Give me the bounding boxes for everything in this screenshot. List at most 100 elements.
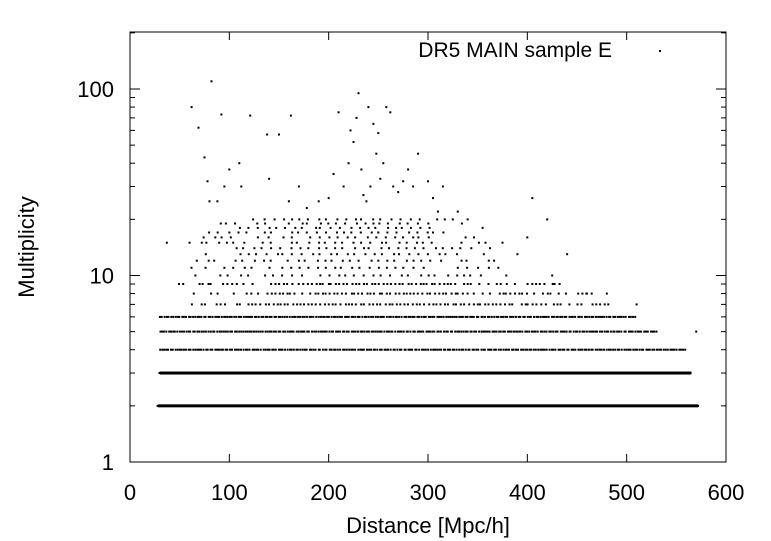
data-point — [442, 292, 445, 295]
data-point — [436, 330, 439, 333]
data-point — [216, 200, 219, 203]
data-point — [269, 241, 272, 244]
data-point — [475, 330, 478, 333]
data-point — [353, 253, 356, 256]
data-point — [233, 348, 236, 351]
data-point — [466, 292, 469, 295]
data-point — [417, 236, 420, 239]
data-point — [226, 348, 229, 351]
data-point — [298, 218, 301, 221]
data-point — [344, 222, 347, 225]
data-point — [300, 253, 303, 256]
data-point — [362, 303, 365, 306]
data-point — [531, 303, 534, 306]
data-point — [554, 348, 557, 351]
data-point — [510, 330, 513, 333]
data-point — [623, 330, 626, 333]
data-point — [336, 315, 339, 318]
data-point — [539, 315, 542, 318]
data-point — [539, 330, 542, 333]
data-point — [218, 348, 220, 351]
data-point — [410, 283, 413, 285]
data-point — [618, 315, 621, 318]
data-point — [385, 315, 388, 318]
data-point — [378, 330, 381, 333]
data-point — [372, 303, 375, 306]
data-point — [384, 348, 387, 351]
data-point — [509, 315, 512, 318]
data-point — [398, 222, 401, 225]
data-point — [576, 303, 579, 306]
data-point — [242, 247, 245, 250]
data-point — [352, 274, 355, 277]
data-point — [599, 303, 602, 306]
data-point — [334, 348, 337, 351]
data-point — [251, 315, 253, 318]
data-point — [257, 315, 260, 318]
data-point — [316, 259, 319, 262]
data-point — [487, 303, 490, 306]
data-point — [616, 315, 619, 318]
data-point — [328, 330, 331, 333]
data-point — [423, 315, 425, 318]
data-point — [495, 330, 498, 333]
data-point — [253, 247, 256, 250]
data-point — [439, 330, 442, 333]
data-point — [183, 330, 186, 333]
data-point — [204, 330, 207, 333]
data-point — [189, 348, 192, 351]
data-point — [324, 259, 327, 262]
data-point — [279, 247, 282, 250]
data-point — [290, 247, 293, 250]
data-point — [427, 348, 430, 351]
data-point — [436, 348, 439, 351]
data-point — [456, 210, 459, 213]
data-point — [398, 292, 401, 295]
data-point — [374, 330, 377, 333]
data-point — [478, 330, 481, 333]
data-point — [422, 247, 425, 250]
data-point — [278, 133, 280, 136]
data-point — [374, 226, 377, 229]
data-point — [506, 330, 509, 333]
data-point — [230, 315, 233, 318]
data-point — [308, 241, 311, 244]
data-point — [444, 303, 446, 306]
data-point — [486, 315, 489, 318]
data-point — [243, 266, 246, 269]
data-point — [432, 303, 435, 306]
data-point — [426, 292, 429, 295]
data-point — [311, 330, 313, 333]
data-point — [426, 231, 429, 234]
data-point — [356, 222, 358, 225]
data-point — [343, 231, 345, 234]
data-point — [417, 152, 420, 155]
data-point — [383, 330, 386, 333]
data-point — [563, 315, 566, 318]
data-point — [682, 348, 684, 351]
data-point — [256, 236, 259, 239]
axis-tick-labels: 0 100 200 300 400 500 600 1 10 100 — [77, 77, 744, 505]
data-point — [397, 247, 400, 250]
data-point — [279, 315, 282, 318]
data-point — [458, 348, 461, 351]
data-point — [334, 241, 337, 244]
data-point — [372, 218, 375, 221]
data-point — [440, 259, 443, 262]
data-point — [546, 292, 549, 295]
data-point — [251, 303, 254, 306]
data-point — [198, 283, 201, 285]
data-point — [290, 253, 293, 256]
data-point — [306, 283, 309, 285]
data-point — [557, 292, 560, 295]
data-point — [238, 226, 241, 229]
data-point — [433, 283, 436, 285]
data-point — [512, 348, 515, 351]
data-point — [495, 283, 498, 285]
data-point — [557, 348, 560, 351]
data-point — [603, 315, 606, 318]
data-point — [380, 330, 383, 333]
data-point — [219, 303, 222, 306]
data-point — [281, 266, 284, 269]
data-point — [214, 236, 217, 239]
